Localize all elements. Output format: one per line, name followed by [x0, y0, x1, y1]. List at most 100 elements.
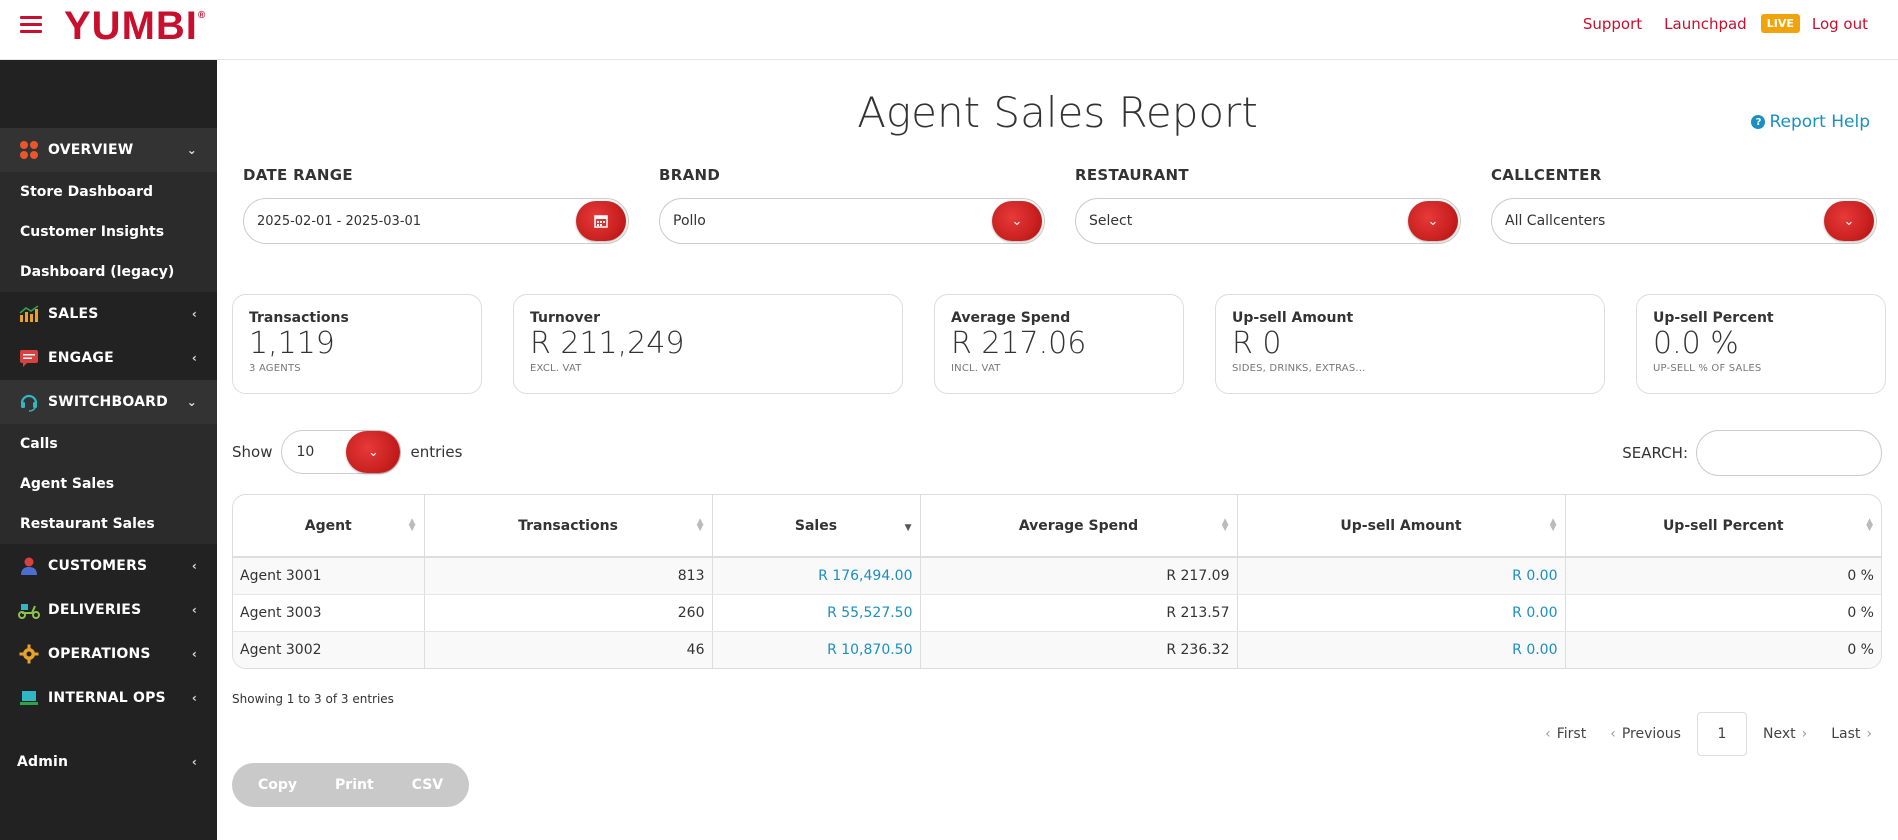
sidebar-deliveries[interactable]: DELIVERIES ‹ [0, 588, 217, 632]
date-range-filter: DATE RANGE 2025-02-01 - 2025-03-01 [243, 166, 629, 244]
sales-link[interactable]: R 10,870.50 [712, 631, 921, 668]
last-page-button[interactable]: Last › [1831, 726, 1872, 742]
sidebar-engage[interactable]: ENGAGE ‹ [0, 336, 217, 380]
callcenter-value: All Callcenters [1505, 213, 1606, 229]
chevron-down-icon[interactable]: ⌄ [1824, 201, 1874, 241]
callcenter-filter: CALLCENTER All Callcenters ⌄ [1491, 166, 1877, 244]
sidebar-sales-label: SALES [48, 306, 99, 322]
user-icon [18, 556, 40, 576]
report-help-link[interactable]: ? Report Help [1751, 112, 1870, 132]
previous-page-button[interactable]: ‹ Previous [1610, 726, 1681, 742]
date-range-input[interactable]: 2025-02-01 - 2025-03-01 [243, 198, 629, 244]
export-buttons: Copy Print CSV [232, 763, 469, 807]
chevron-left-icon: ‹ [191, 647, 197, 661]
card-value: 1,119 [249, 326, 335, 361]
sidebar-customers[interactable]: CUSTOMERS ‹ [0, 544, 217, 588]
sidebar-internal-ops[interactable]: INTERNAL OPS ‹ [0, 676, 217, 720]
chart-icon [18, 304, 40, 324]
agent-sales-table: Agent ▲ ▼ Transactions ▲ ▼ Sales ▼ Average Sp… [232, 494, 1882, 669]
column-header-agent[interactable]: Agent ▲ ▼ [233, 495, 425, 558]
card-value: R 211,249 [530, 326, 685, 361]
brand-select[interactable]: Pollo ⌄ [659, 198, 1045, 244]
chevron-left-icon: ‹ [191, 307, 197, 321]
brand-filter: BRAND Pollo ⌄ [659, 166, 1045, 244]
brand-value: Pollo [673, 213, 706, 229]
card-title: Up-sell Amount [1232, 310, 1354, 326]
csv-button[interactable]: CSV [411, 777, 444, 793]
column-header-sales[interactable]: Sales ▼ [712, 495, 921, 558]
sidebar-overview[interactable]: OVERVIEW ⌄ [0, 128, 217, 172]
entries-length-select[interactable]: 10 ⌄ [281, 430, 402, 474]
card-sub: UP-SELL % OF SALES [1653, 363, 1762, 374]
restaurant-select[interactable]: Select ⌄ [1075, 198, 1461, 244]
sidebar-item-calls[interactable]: Calls [20, 436, 58, 452]
sidebar-item-customer-insights[interactable]: Customer Insights [20, 224, 165, 240]
sidebar-item-store-dashboard[interactable]: Store Dashboard [20, 184, 154, 200]
logout-link[interactable]: Log out [1811, 14, 1868, 33]
column-header-upsell-amount[interactable]: Up-sell Amount ▲ ▼ [1237, 495, 1566, 558]
search-input[interactable] [1696, 430, 1882, 476]
chevron-down-icon[interactable]: ⌄ [1408, 201, 1458, 241]
chevron-left-icon: ‹ [1610, 726, 1616, 742]
search-control: SEARCH: [1622, 430, 1882, 476]
column-header-transactions[interactable]: Transactions ▲ ▼ [424, 495, 713, 558]
current-page[interactable]: 1 [1696, 712, 1747, 756]
card-value: R 217.06 [951, 326, 1087, 361]
launchpad-link[interactable]: Launchpad [1664, 14, 1747, 33]
column-header-average-spend[interactable]: Average Spend ▲ ▼ [920, 495, 1238, 558]
sidebar-item-agent-sales[interactable]: Agent Sales [20, 476, 115, 492]
sidebar-deliveries-label: DELIVERIES [48, 602, 142, 618]
average-spend-card: Average Spend R 217.06 INCL. VAT [934, 294, 1184, 394]
sidebar-item-restaurant-sales[interactable]: Restaurant Sales [20, 516, 155, 532]
sidebar-switchboard-label: SWITCHBOARD [48, 394, 168, 410]
sidebar-sales[interactable]: SALES ‹ [0, 292, 217, 336]
upsell-percent-cell: 0 % [1565, 594, 1881, 632]
card-sub: INCL. VAT [951, 363, 1001, 374]
sidebar-admin-label: Admin [17, 754, 69, 770]
sidebar-operations[interactable]: OPERATIONS ‹ [0, 632, 217, 676]
sidebar-switchboard[interactable]: SWITCHBOARD ⌄ [0, 380, 217, 424]
chevron-left-icon: ‹ [1545, 726, 1551, 742]
column-header-upsell-percent[interactable]: Up-sell Percent ▲ ▼ [1565, 495, 1881, 558]
table-row: Agent 3003 260 R 55,527.50 R 213.57 R 0.… [233, 594, 1881, 632]
sales-link[interactable]: R 176,494.00 [712, 557, 921, 595]
upsell-amount-link[interactable]: R 0.00 [1237, 594, 1566, 632]
chevron-down-icon[interactable]: ⌄ [346, 431, 401, 473]
card-title: Average Spend [951, 310, 1071, 326]
switchboard-submenu: Calls Agent Sales Restaurant Sales [0, 424, 217, 544]
calendar-button[interactable] [576, 201, 626, 241]
chevron-left-icon: ‹ [191, 755, 197, 769]
average-spend-cell: R 236.32 [920, 631, 1238, 668]
sidebar-item-dashboard-legacy[interactable]: Dashboard (legacy) [20, 264, 175, 280]
transactions-card: Transactions 1,119 3 AGENTS [232, 294, 482, 394]
date-range-label: DATE RANGE [243, 166, 353, 184]
hamburger-menu-icon[interactable] [20, 16, 42, 34]
next-page-button[interactable]: Next › [1762, 726, 1808, 742]
copy-button[interactable]: Copy [258, 777, 298, 793]
callcenter-label: CALLCENTER [1491, 166, 1602, 184]
sidebar-admin[interactable]: Admin ‹ [0, 740, 217, 784]
sort-icon: ▲ ▼ [408, 517, 416, 533]
upsell-amount-link[interactable]: R 0.00 [1237, 631, 1566, 668]
question-icon: ? [1751, 115, 1766, 129]
yumbi-logo[interactable]: YUMBI® [64, 4, 207, 48]
length-control: Show 10 ⌄ entries [232, 430, 462, 474]
sales-link[interactable]: R 55,527.50 [712, 594, 921, 632]
overview-icon [18, 140, 40, 160]
support-link[interactable]: Support [1582, 14, 1643, 33]
sidebar-overview-label: OVERVIEW [48, 142, 134, 158]
message-icon [18, 348, 40, 368]
chevron-down-icon[interactable]: ⌄ [992, 201, 1042, 241]
entries-label: entries [410, 443, 463, 461]
callcenter-select[interactable]: All Callcenters ⌄ [1491, 198, 1877, 244]
sidebar-internal-ops-label: INTERNAL OPS [48, 690, 166, 706]
overview-submenu: Store Dashboard Customer Insights Dashbo… [0, 172, 217, 292]
chevron-left-icon: ‹ [191, 351, 197, 365]
card-title: Up-sell Percent [1653, 310, 1774, 326]
print-button[interactable]: Print [335, 777, 374, 793]
upsell-amount-link[interactable]: R 0.00 [1237, 557, 1566, 595]
pagination: ‹ First ‹ Previous 1 Next › Last › [1533, 712, 1884, 756]
first-page-button[interactable]: ‹ First [1545, 726, 1587, 742]
sidebar-operations-label: OPERATIONS [48, 646, 151, 662]
card-value: R 0 [1232, 326, 1282, 361]
